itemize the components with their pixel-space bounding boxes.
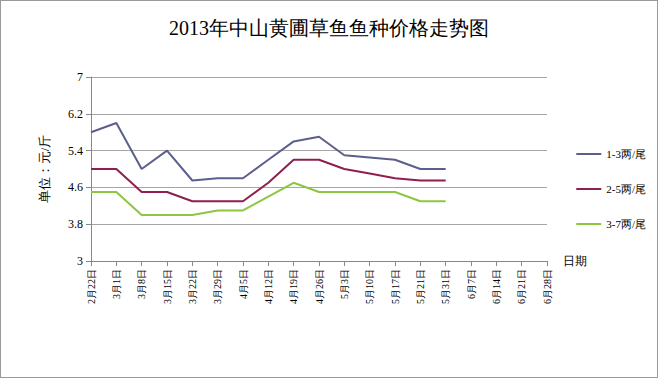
svg-text:3.8: 3.8 [68,217,83,231]
svg-text:3月8日: 3月8日 [136,269,147,299]
svg-text:单位：元/斤: 单位：元/斤 [37,135,52,204]
svg-text:4月5日: 4月5日 [238,269,249,299]
svg-text:7: 7 [77,70,83,84]
svg-text:5月21日: 5月21日 [415,269,426,304]
svg-text:4.6: 4.6 [68,180,83,194]
svg-text:5月10日: 5月10日 [364,269,375,304]
svg-text:3月22日: 3月22日 [187,269,198,304]
svg-text:5月17日: 5月17日 [390,269,401,304]
svg-text:6月7日: 6月7日 [466,269,477,299]
svg-text:日期: 日期 [563,254,587,268]
svg-text:3: 3 [77,254,83,268]
svg-text:6.2: 6.2 [68,107,83,121]
svg-text:4月19日: 4月19日 [288,269,299,304]
svg-text:5月3日: 5月3日 [339,269,350,299]
svg-text:5月31日: 5月31日 [440,269,451,304]
svg-text:4月26日: 4月26日 [314,269,325,304]
svg-text:4月12日: 4月12日 [263,269,274,304]
svg-text:3-7两/尾: 3-7两/尾 [606,218,646,230]
svg-text:5.4: 5.4 [68,144,83,158]
svg-text:2月22日: 2月22日 [86,269,97,304]
svg-text:3月15日: 3月15日 [162,269,173,304]
svg-text:3月29日: 3月29日 [212,269,223,304]
svg-text:2-5两/尾: 2-5两/尾 [606,183,646,195]
svg-text:1-3两/尾: 1-3两/尾 [606,148,646,160]
svg-text:6月28日: 6月28日 [542,269,553,304]
svg-text:6月14日: 6月14日 [491,269,502,304]
svg-text:2013年中山黄圃草鱼鱼种价格走势图: 2013年中山黄圃草鱼鱼种价格走势图 [169,17,489,39]
svg-text:3月1日: 3月1日 [111,269,122,299]
svg-text:6月21日: 6月21日 [516,269,527,304]
